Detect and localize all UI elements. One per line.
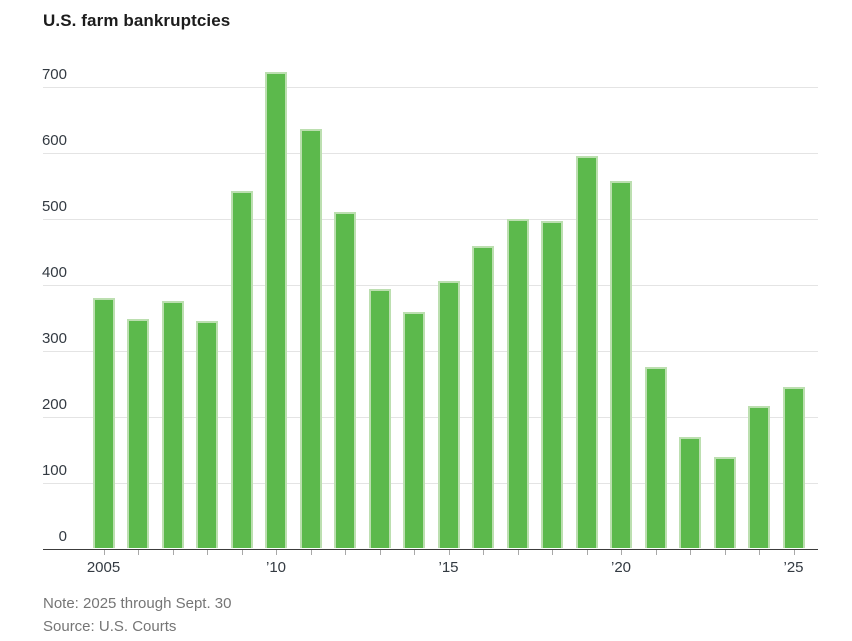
x-axis-line	[43, 548, 818, 550]
x-tick-2009	[241, 550, 243, 555]
x-axis-label-2005: 2005	[86, 559, 121, 576]
x-axis-label-2025: ’25	[783, 559, 804, 576]
gridline-600	[43, 152, 818, 154]
y-axis-label-700: 700	[41, 66, 67, 83]
bar-2009	[230, 191, 253, 549]
bar-2015	[437, 280, 460, 549]
gridline-100	[43, 482, 818, 484]
x-tick-2011	[310, 550, 312, 555]
y-axis-label-200: 200	[41, 395, 67, 413]
bar-2012	[334, 212, 356, 549]
x-tick-2025	[793, 550, 795, 555]
gridline-700	[43, 87, 818, 88]
bar-2022	[679, 437, 701, 549]
x-tick-2007	[172, 550, 174, 555]
x-tick-2021	[655, 550, 657, 555]
x-axis-label-2010: ’10	[265, 559, 287, 576]
gridline-500	[43, 218, 818, 220]
y-axis-label-300: 300	[41, 329, 67, 347]
y-axis-label-0: 0	[58, 527, 67, 545]
bar-2017	[506, 218, 529, 549]
chart-source: Source: U.S. Courts	[43, 618, 177, 635]
bar-2023	[713, 456, 736, 549]
x-tick-2014	[414, 550, 415, 555]
bar-2024	[748, 406, 770, 549]
gridline-200	[43, 416, 818, 418]
x-tick-2008	[207, 550, 208, 555]
x-axis-label-2020: ’20	[610, 559, 632, 576]
bar-2014	[403, 312, 425, 549]
x-tick-2013	[379, 550, 381, 555]
x-tick-2005	[103, 550, 105, 555]
bar-2006	[127, 319, 149, 549]
x-tick-2016	[483, 550, 484, 555]
x-tick-2018	[552, 550, 553, 555]
y-axis-label-500: 500	[41, 197, 67, 215]
y-axis-label-100: 100	[41, 461, 67, 479]
x-tick-2023	[724, 550, 726, 555]
x-tick-2020	[621, 550, 622, 555]
bar-2011	[299, 129, 322, 549]
chart-note: Note: 2025 through Sept. 30	[43, 595, 232, 612]
bar-2018	[541, 220, 563, 549]
x-tick-2017	[517, 550, 519, 555]
gridline-400	[43, 284, 818, 286]
bar-2019	[575, 155, 598, 549]
bar-2005	[92, 297, 115, 549]
bar-2010	[265, 71, 287, 549]
x-axis-label-2015: ’15	[438, 559, 459, 576]
bar-2016	[472, 245, 494, 549]
bar-2021	[644, 366, 667, 549]
y-axis-label-400: 400	[41, 263, 67, 281]
x-tick-2010	[276, 550, 277, 555]
gridline-300	[43, 350, 818, 352]
bar-2008	[196, 321, 218, 549]
bar-2025	[782, 386, 805, 549]
x-tick-2024	[759, 550, 760, 555]
x-tick-2006	[138, 550, 139, 555]
x-tick-2019	[586, 550, 588, 555]
chart-title: U.S. farm bankruptcies	[43, 11, 231, 30]
x-tick-2012	[345, 550, 346, 555]
x-tick-2022	[690, 550, 691, 555]
y-axis-label-600: 600	[41, 131, 67, 149]
x-tick-2015	[448, 550, 450, 555]
bar-2013	[368, 289, 391, 549]
bar-2007	[161, 300, 184, 549]
bar-2020	[610, 180, 632, 549]
